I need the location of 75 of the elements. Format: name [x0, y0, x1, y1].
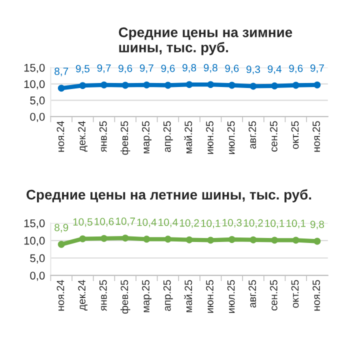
data-label: 9,6 — [289, 64, 303, 74]
data-label: 10,2 — [180, 219, 199, 228]
x-tick-label: мар.25 — [142, 280, 152, 312]
point — [164, 236, 172, 243]
point — [79, 235, 86, 242]
point — [143, 236, 150, 243]
y-tick-label: 10,0 — [24, 80, 45, 90]
y-tick-label: 5,0 — [30, 96, 45, 106]
x-tick-label: дек.24 — [78, 121, 88, 152]
point — [100, 234, 108, 242]
data-label: 9,5 — [76, 65, 90, 74]
x-tick-label: янв.25 — [99, 280, 107, 311]
x-tick-label: дек.24 — [78, 280, 88, 310]
point — [58, 240, 65, 248]
y-tick-label: 0,0 — [30, 112, 45, 122]
y-tick-label: 0,0 — [30, 272, 45, 281]
x-tick-label: авг.25 — [248, 280, 256, 308]
data-label: 10,1 — [265, 220, 284, 228]
y-tick-label: 15,0 — [24, 219, 45, 229]
data-label: 9,6 — [161, 64, 175, 74]
data-label: 8,7 — [54, 68, 68, 76]
x-tick-label: июн.25 — [206, 121, 214, 154]
x-tick-label: ноя.24 — [56, 280, 64, 311]
y-tick-label: 15,0 — [24, 64, 45, 74]
point — [122, 234, 129, 242]
data-label: 10,4 — [137, 218, 156, 228]
data-label: 9,3 — [246, 66, 260, 74]
data-label: 9,7 — [140, 64, 154, 73]
point — [186, 236, 193, 244]
point — [207, 236, 214, 244]
x-tick-label: апр.25 — [163, 121, 173, 152]
data-label: 10,3 — [222, 218, 242, 228]
data-label: 10,7 — [116, 218, 135, 226]
x-tick-label: сен.25 — [270, 280, 278, 310]
point — [314, 238, 321, 245]
point — [250, 236, 257, 244]
x-tick-label: июн.25 — [206, 280, 214, 313]
data-label: 9,7 — [97, 64, 111, 73]
x-tick-label: апр.25 — [163, 280, 173, 311]
x-tick-label: ноя.25 — [312, 121, 320, 152]
y-tick-label: 10,0 — [24, 236, 45, 246]
x-tick-label: ноя.24 — [56, 121, 64, 152]
y-tick-label: 5,0 — [30, 254, 45, 264]
data-label: 10,1 — [201, 220, 220, 228]
data-label: 9,6 — [225, 64, 239, 74]
data-label: 10,2 — [244, 219, 263, 228]
x-tick-label: янв.25 — [99, 121, 107, 152]
data-label: 10,4 — [158, 218, 178, 228]
data-label: 9,8 — [310, 220, 324, 230]
data-label: 10,1 — [286, 220, 306, 228]
data-label: 9,7 — [310, 64, 324, 73]
data-label: 9,8 — [182, 64, 196, 73]
data-label: 10,6 — [94, 218, 114, 227]
x-tick-label: сен.25 — [270, 121, 278, 152]
x-tick-label: окт.25 — [291, 121, 299, 149]
point — [292, 236, 300, 244]
x-tick-label: май.25 — [184, 121, 192, 154]
x-tick-label: фев.25 — [120, 280, 130, 314]
x-tick-label: авг.25 — [248, 121, 256, 149]
x-tick-label: ноя.25 — [312, 280, 320, 311]
x-tick-label: окт.25 — [291, 280, 299, 308]
chart-title: Средние цены на зимние шины, тыс. руб. — [118, 27, 292, 56]
x-tick-label: мар.25 — [142, 121, 152, 154]
x-tick-label: июл.25 — [227, 280, 235, 313]
point — [271, 236, 278, 244]
x-tick-label: июл.25 — [227, 121, 235, 154]
x-tick-label: фев.25 — [120, 121, 130, 155]
data-label: 9,6 — [118, 64, 132, 74]
data-label: 8,9 — [54, 224, 68, 232]
x-tick-label: май.25 — [184, 280, 192, 312]
point — [228, 236, 236, 243]
data-label: 9,8 — [204, 64, 218, 73]
data-label: 9,4 — [268, 65, 282, 74]
chart-title: Средние цены на летние шины, тыс. руб. — [26, 189, 312, 202]
data-label: 10,5 — [73, 218, 92, 227]
